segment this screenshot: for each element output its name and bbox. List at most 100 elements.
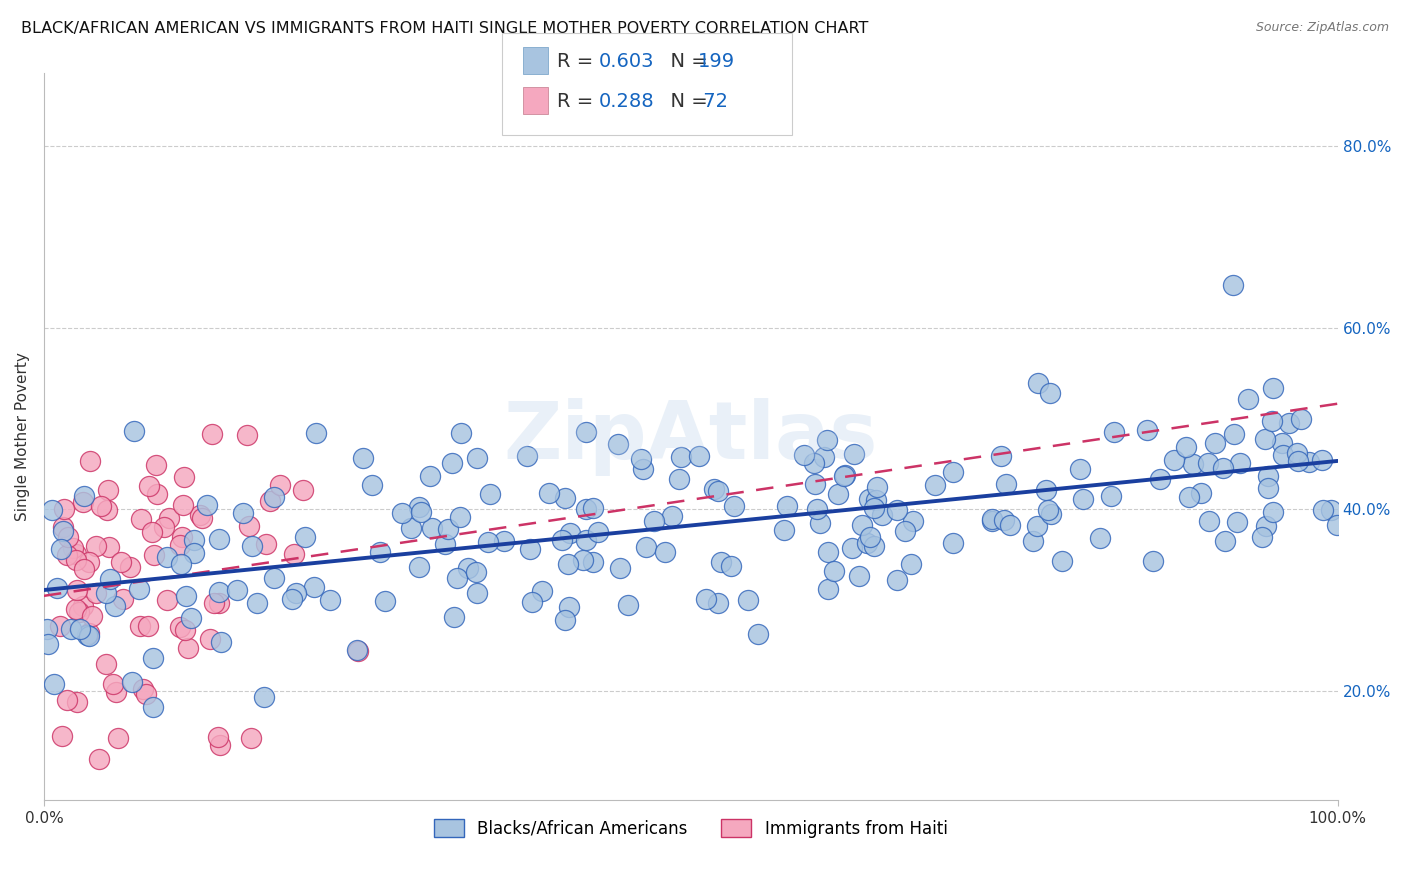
Point	[575, 502, 598, 516]
Point	[710, 556, 733, 570]
Point	[132, 681, 155, 696]
Point	[464, 565, 486, 579]
Point	[1320, 503, 1343, 517]
Point	[1213, 533, 1236, 548]
Point	[408, 560, 430, 574]
Point	[848, 569, 870, 583]
Point	[827, 486, 849, 500]
Point	[865, 492, 887, 507]
Point	[153, 519, 176, 533]
Point	[232, 506, 254, 520]
Point	[51, 729, 73, 743]
Point	[69, 622, 91, 636]
Point	[66, 583, 89, 598]
Point	[465, 586, 488, 600]
Point	[817, 544, 839, 558]
Point	[90, 499, 112, 513]
Point	[66, 695, 89, 709]
Point	[170, 530, 193, 544]
Point	[292, 483, 315, 497]
Point	[817, 582, 839, 596]
Text: Source: ZipAtlas.com: Source: ZipAtlas.com	[1256, 21, 1389, 34]
Point	[238, 518, 260, 533]
Point	[859, 530, 882, 544]
Point	[169, 620, 191, 634]
Point	[65, 553, 87, 567]
Point	[200, 632, 222, 646]
Point	[924, 477, 946, 491]
Point	[1174, 440, 1197, 454]
Point	[97, 540, 120, 554]
Point	[86, 585, 108, 599]
Point	[707, 483, 730, 498]
Point	[107, 731, 129, 746]
Point	[1289, 412, 1312, 426]
Point	[145, 458, 167, 472]
Point	[129, 512, 152, 526]
Point	[208, 738, 231, 752]
Point	[347, 644, 370, 658]
Point	[990, 449, 1012, 463]
Point	[202, 596, 225, 610]
Point	[668, 472, 690, 486]
Point	[1254, 518, 1277, 533]
Point	[437, 523, 460, 537]
Point	[441, 456, 464, 470]
Y-axis label: Single Mother Poverty: Single Mother Poverty	[15, 352, 30, 521]
Point	[1222, 278, 1244, 293]
Point	[52, 520, 75, 534]
Point	[851, 517, 873, 532]
Point	[1278, 416, 1301, 430]
Point	[1136, 424, 1159, 438]
Point	[53, 502, 76, 516]
Point	[1040, 507, 1063, 521]
Point	[707, 595, 730, 609]
Point	[870, 508, 893, 523]
Point	[143, 548, 166, 562]
Point	[94, 657, 117, 671]
Point	[1163, 453, 1185, 467]
Point	[1254, 432, 1277, 446]
Point	[87, 752, 110, 766]
Point	[79, 628, 101, 642]
Point	[886, 574, 908, 588]
Legend: Blacks/African Americans, Immigrants from Haiti: Blacks/African Americans, Immigrants fro…	[427, 813, 955, 844]
Point	[62, 541, 84, 555]
Point	[1257, 482, 1279, 496]
Point	[408, 500, 430, 514]
Point	[1251, 530, 1274, 544]
Point	[65, 548, 87, 562]
Point	[391, 506, 413, 520]
Point	[554, 491, 576, 506]
Point	[101, 677, 124, 691]
Point	[815, 434, 838, 448]
Point	[96, 502, 118, 516]
Point	[1271, 448, 1294, 462]
Point	[157, 510, 180, 524]
Point	[72, 599, 94, 614]
Point	[942, 465, 965, 479]
Point	[844, 447, 866, 461]
Point	[1212, 461, 1234, 475]
Point	[661, 509, 683, 524]
Point	[142, 700, 165, 714]
Point	[35, 622, 58, 636]
Point	[866, 480, 889, 494]
Point	[942, 536, 965, 550]
Point	[492, 534, 515, 549]
Point	[862, 500, 884, 515]
Point	[747, 626, 769, 640]
Point	[1198, 515, 1220, 529]
Point	[180, 611, 202, 625]
Point	[173, 624, 195, 638]
Point	[551, 533, 574, 548]
Point	[558, 525, 581, 540]
Point	[201, 427, 224, 442]
Point	[858, 491, 880, 506]
Point	[522, 595, 544, 609]
Text: R =: R =	[557, 92, 599, 111]
Point	[294, 530, 316, 544]
Point	[1263, 381, 1285, 395]
Point	[609, 561, 631, 575]
Point	[1050, 553, 1073, 567]
